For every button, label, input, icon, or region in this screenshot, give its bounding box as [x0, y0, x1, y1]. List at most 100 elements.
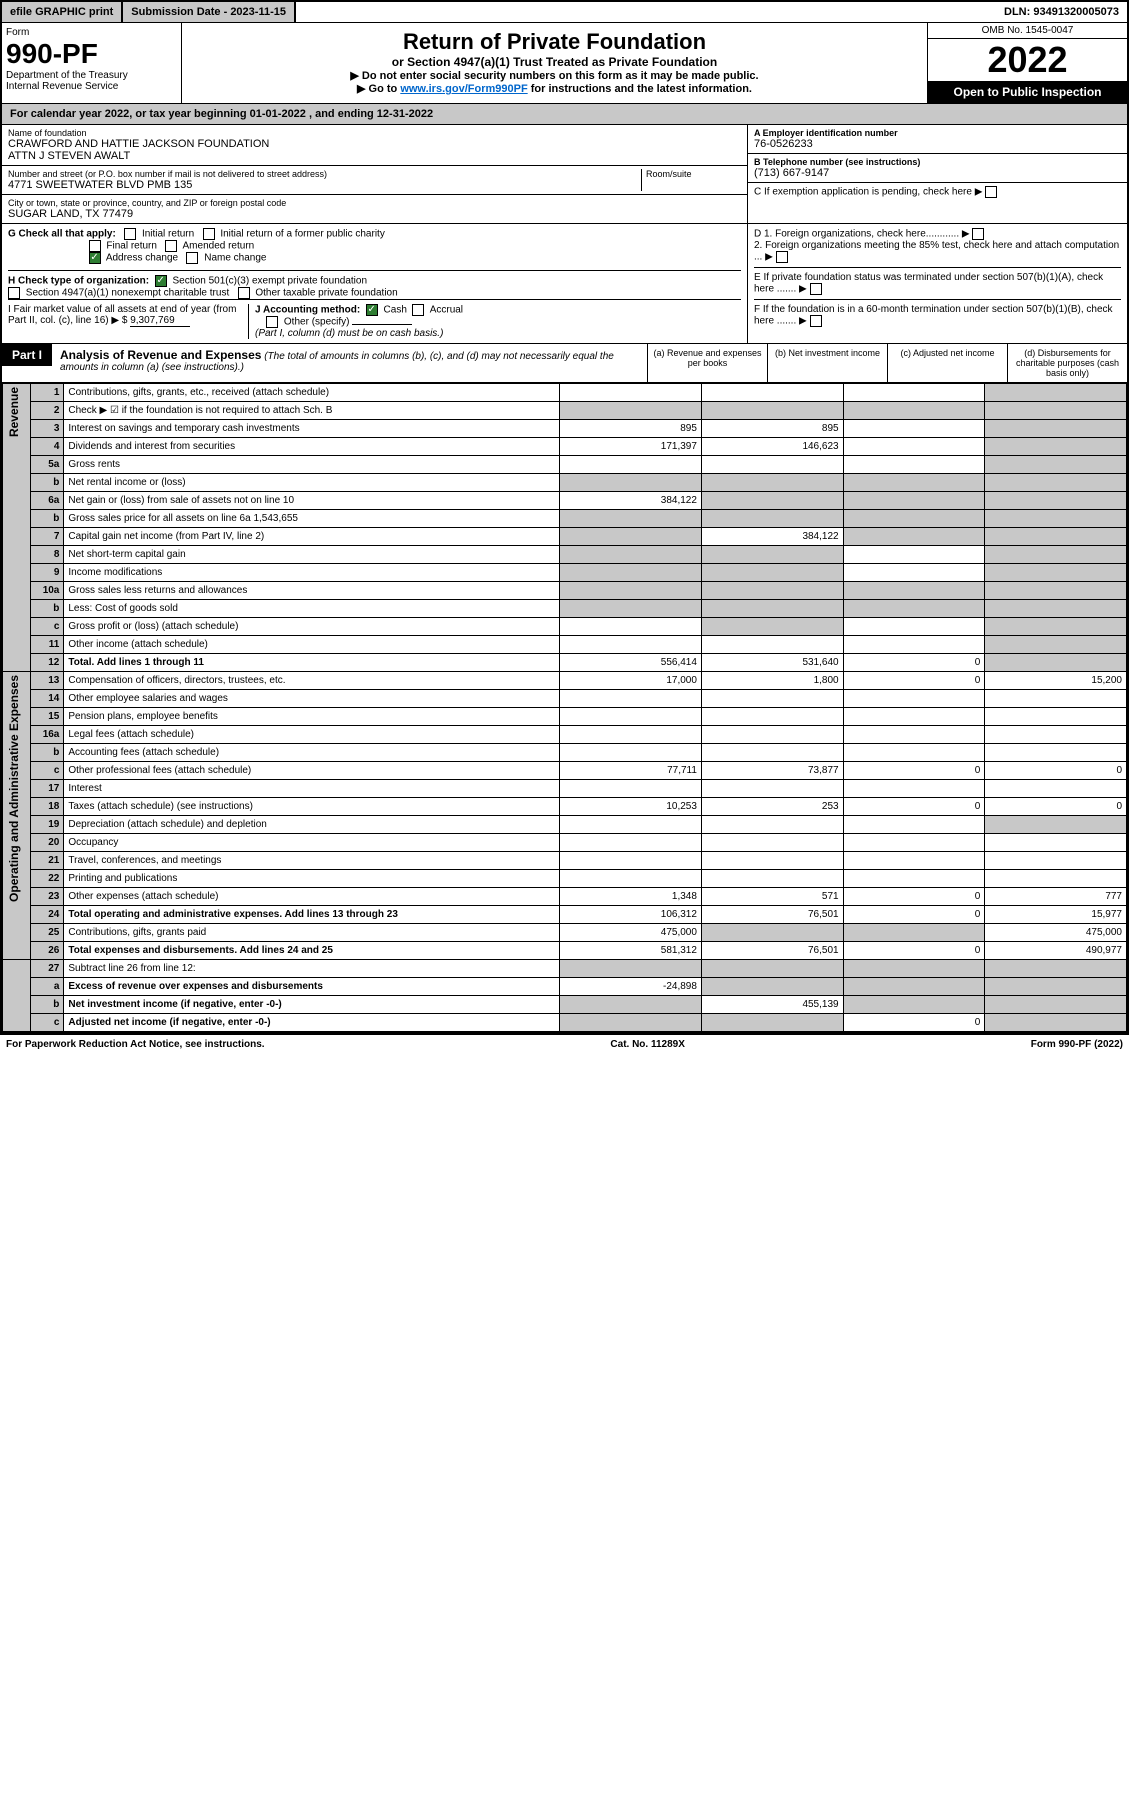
line-description: Taxes (attach schedule) (see instruction… — [64, 798, 560, 816]
cell-value — [560, 402, 702, 420]
line-number: 20 — [31, 834, 64, 852]
form-number: 990-PF — [6, 38, 177, 70]
accrual-checkbox[interactable] — [412, 304, 424, 316]
d1-checkbox[interactable] — [972, 228, 984, 240]
e-checkbox[interactable] — [810, 283, 822, 295]
cell-value — [701, 510, 843, 528]
cell-value: 0 — [985, 798, 1127, 816]
line-description: Capital gain net income (from Part IV, l… — [64, 528, 560, 546]
cell-value — [701, 690, 843, 708]
cell-value: 455,139 — [701, 996, 843, 1014]
amended-return-checkbox[interactable] — [165, 240, 177, 252]
cell-value — [701, 978, 843, 996]
line-description: Dividends and interest from securities — [64, 438, 560, 456]
cell-value — [985, 474, 1127, 492]
line-number: 11 — [31, 636, 64, 654]
table-row: 17Interest — [3, 780, 1127, 798]
table-row: 5aGross rents — [3, 456, 1127, 474]
4947-checkbox[interactable] — [8, 287, 20, 299]
cash-checkbox[interactable] — [366, 304, 378, 316]
line-number: a — [31, 978, 64, 996]
cell-value: 253 — [701, 798, 843, 816]
line-number: b — [31, 996, 64, 1014]
cell-value — [701, 708, 843, 726]
cell-value — [560, 636, 702, 654]
cell-value — [843, 690, 985, 708]
table-row: 27Subtract line 26 from line 12: — [3, 960, 1127, 978]
form990pf-link[interactable]: www.irs.gov/Form990PF — [400, 83, 527, 95]
line-description: Net rental income or (loss) — [64, 474, 560, 492]
line-description: Travel, conferences, and meetings — [64, 852, 560, 870]
cell-value — [701, 816, 843, 834]
f-checkbox[interactable] — [810, 315, 822, 327]
address-change-checkbox[interactable] — [89, 252, 101, 264]
line-description: Total. Add lines 1 through 11 — [64, 654, 560, 672]
dept-treasury: Department of the Treasury — [6, 70, 177, 81]
other-taxable-checkbox[interactable] — [238, 287, 250, 299]
cell-value — [560, 960, 702, 978]
cell-value — [843, 834, 985, 852]
cell-value — [701, 618, 843, 636]
line-number: 2 — [31, 402, 64, 420]
line-number: c — [31, 762, 64, 780]
line-number: c — [31, 1014, 64, 1032]
line-number: 5a — [31, 456, 64, 474]
other-method-checkbox[interactable] — [266, 316, 278, 328]
col-c-header: (c) Adjusted net income — [887, 344, 1007, 382]
cell-value — [843, 870, 985, 888]
cell-value — [985, 420, 1127, 438]
line-description: Printing and publications — [64, 870, 560, 888]
ssn-note: ▶ Do not enter social security numbers o… — [188, 69, 921, 82]
cell-value — [843, 636, 985, 654]
cell-value: 0 — [843, 798, 985, 816]
i-label: I Fair market value of all assets at end… — [8, 304, 236, 326]
cell-value — [985, 834, 1127, 852]
line-number: 24 — [31, 906, 64, 924]
table-row: 15Pension plans, employee benefits — [3, 708, 1127, 726]
part1-title: Analysis of Revenue and Expenses — [60, 348, 261, 362]
line-number: 22 — [31, 870, 64, 888]
cell-value — [843, 708, 985, 726]
cell-value — [843, 960, 985, 978]
line-number: 16a — [31, 726, 64, 744]
form-ref: Form 990-PF (2022) — [1031, 1039, 1123, 1050]
line-description: Gross rents — [64, 456, 560, 474]
name-change-checkbox[interactable] — [186, 252, 198, 264]
city-label: City or town, state or province, country… — [8, 198, 741, 208]
table-row: 19Depreciation (attach schedule) and dep… — [3, 816, 1127, 834]
cell-value — [985, 960, 1127, 978]
city-state-zip: SUGAR LAND, TX 77479 — [8, 208, 741, 220]
501c3-checkbox[interactable] — [155, 275, 167, 287]
c-checkbox[interactable] — [985, 186, 997, 198]
tax-year: 2022 — [928, 39, 1127, 81]
initial-former-checkbox[interactable] — [203, 228, 215, 240]
cell-value — [985, 708, 1127, 726]
line-description: Other employee salaries and wages — [64, 690, 560, 708]
ein-label: A Employer identification number — [754, 128, 1121, 138]
cell-value — [701, 564, 843, 582]
table-row: 21Travel, conferences, and meetings — [3, 852, 1127, 870]
calendar-year-row: For calendar year 2022, or tax year begi… — [2, 104, 1127, 125]
cell-value — [985, 870, 1127, 888]
cell-value — [843, 816, 985, 834]
cell-value — [560, 708, 702, 726]
cell-value: 895 — [560, 420, 702, 438]
initial-return-checkbox[interactable] — [124, 228, 136, 240]
room-label: Room/suite — [646, 169, 741, 179]
cell-value — [843, 402, 985, 420]
d2-checkbox[interactable] — [776, 251, 788, 263]
cell-value — [843, 852, 985, 870]
line-description: Gross sales less returns and allowances — [64, 582, 560, 600]
cell-value — [843, 978, 985, 996]
line-number: 23 — [31, 888, 64, 906]
part1-label: Part I — [2, 344, 52, 366]
table-row: 24Total operating and administrative exp… — [3, 906, 1127, 924]
final-return-checkbox[interactable] — [89, 240, 101, 252]
cell-value: 73,877 — [701, 762, 843, 780]
tel-label: B Telephone number (see instructions) — [754, 157, 1121, 167]
attn-line: ATTN J STEVEN AWALT — [8, 150, 741, 162]
cell-value — [985, 690, 1127, 708]
table-row: cOther professional fees (attach schedul… — [3, 762, 1127, 780]
ein-value: 76-0526233 — [754, 138, 1121, 150]
f-label: F If the foundation is in a 60-month ter… — [754, 304, 1113, 327]
